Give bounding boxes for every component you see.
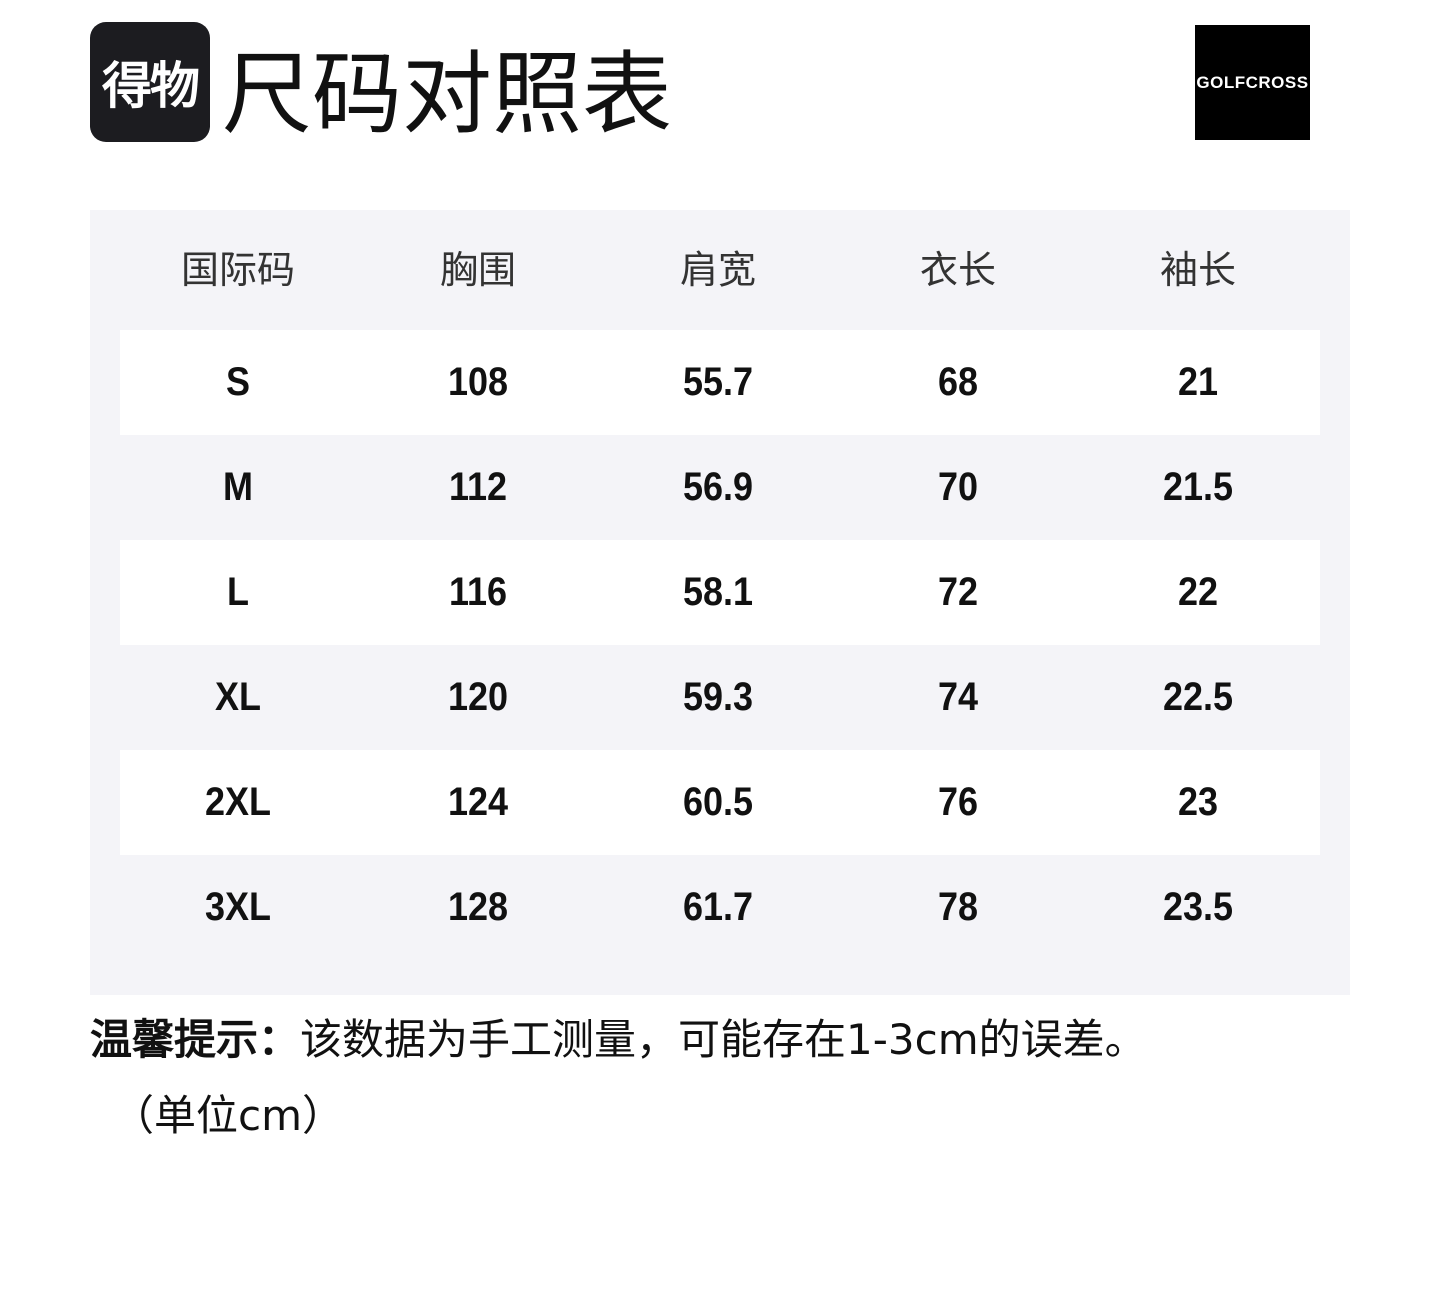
column-header: 袖长 <box>1159 248 1236 292</box>
table-cell: 21 <box>1177 360 1219 404</box>
table-cell: 59.3 <box>682 675 754 719</box>
table-cell: 120 <box>447 675 509 719</box>
table-cell: 116 <box>448 570 508 614</box>
brand-text: GOLFCROSS <box>1196 72 1309 92</box>
table-cell: S <box>225 360 251 404</box>
table-cell: 78 <box>937 885 979 929</box>
table-row: S 108 55.7 68 21 <box>120 330 1320 435</box>
column-header: 国际码 <box>180 248 295 292</box>
table-row: 3XL 128 61.7 78 23.5 <box>120 855 1320 960</box>
table-cell: 70 <box>937 465 979 509</box>
tip-note: 温馨提示：该数据为手工测量，可能存在1-3cm的误差。 <box>90 1008 1147 1072</box>
table-row: M 112 56.9 70 21.5 <box>120 435 1320 540</box>
table-cell: 56.9 <box>682 465 754 509</box>
logo-text: 得物 <box>102 57 200 115</box>
unit-note: （单位cm） <box>112 1091 345 1140</box>
table-cell: 2XL <box>204 780 272 824</box>
table-cell: L <box>227 570 249 614</box>
table-cell: 22.5 <box>1162 675 1234 719</box>
table-cell: 58.1 <box>682 570 754 614</box>
tip-label: 温馨提示： <box>90 1015 301 1064</box>
table-cell: 128 <box>447 885 509 929</box>
golfcross-logo: GOLFCROSS <box>1195 25 1310 140</box>
table-cell: 23 <box>1177 780 1219 824</box>
table-row: L 116 58.1 72 22 <box>120 540 1320 645</box>
table-cell: 23.5 <box>1162 885 1234 929</box>
table-cell: XL <box>214 675 262 719</box>
size-table: 国际码 胸围 肩宽 衣长 袖长 S 108 55.7 68 21 M 112 56.9 70 21.5 L 1… <box>90 210 1350 995</box>
table-row: 2XL 124 60.5 76 23 <box>120 750 1320 855</box>
column-header: 衣长 <box>919 248 996 292</box>
dewu-logo: 得物 <box>90 22 210 142</box>
table-row: XL 120 59.3 74 22.5 <box>120 645 1320 750</box>
table-header: 国际码 胸围 肩宽 衣长 袖长 <box>118 210 1318 330</box>
table-cell: 112 <box>448 465 508 509</box>
table-cell: 74 <box>937 675 979 719</box>
table-cell: 124 <box>447 780 509 824</box>
table-cell: 61.7 <box>682 885 754 929</box>
table-cell: 108 <box>447 360 509 404</box>
table-cell: 72 <box>937 570 979 614</box>
table-cell: 3XL <box>204 885 272 929</box>
column-header: 肩宽 <box>679 248 756 292</box>
table-cell: 55.7 <box>682 360 754 404</box>
page-title: 尺码对照表 <box>222 42 672 147</box>
table-cell: M <box>222 465 253 509</box>
table-cell: 60.5 <box>682 780 754 824</box>
tip-text: 该数据为手工测量，可能存在1-3cm的误差。 <box>300 1015 1147 1064</box>
table-cell: 68 <box>937 360 979 404</box>
table-cell: 22 <box>1177 570 1219 614</box>
column-header: 胸围 <box>439 248 516 292</box>
table-cell: 21.5 <box>1162 465 1234 509</box>
table-cell: 76 <box>937 780 979 824</box>
